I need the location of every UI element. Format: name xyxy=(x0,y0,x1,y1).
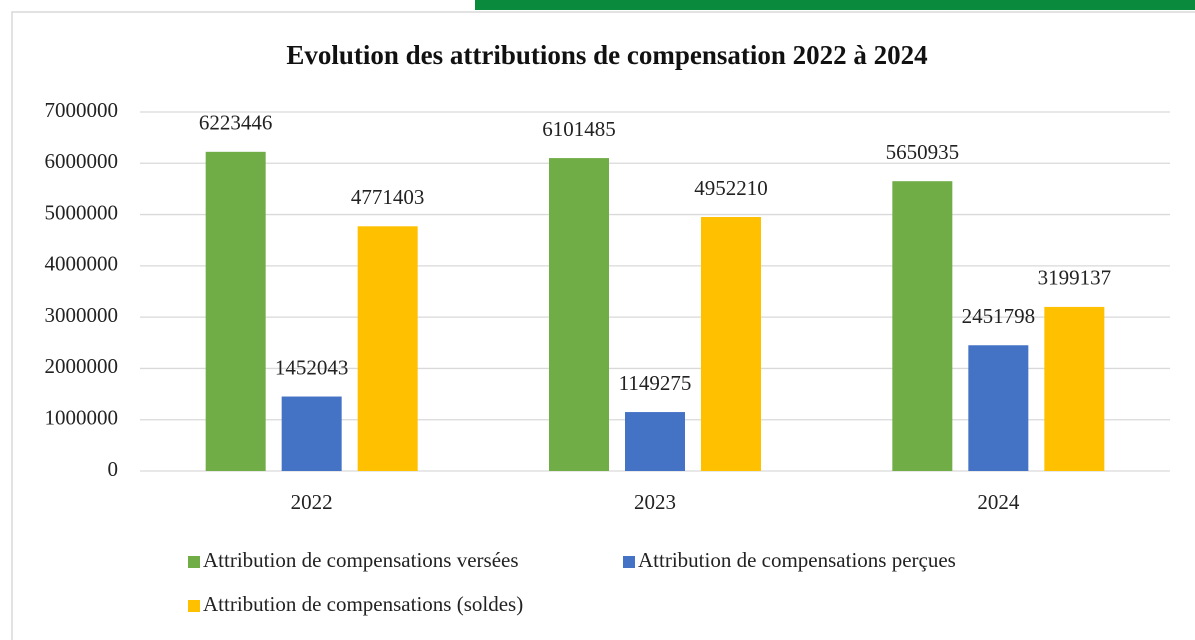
legend-label: Attribution de compensations (soldes) xyxy=(203,592,523,616)
bar xyxy=(549,158,609,471)
y-tick-label: 7000000 xyxy=(45,98,119,122)
legend-label: Attribution de compensations perçues xyxy=(638,548,956,572)
bar xyxy=(1044,306,1105,471)
value-label: 4771403 xyxy=(351,185,425,209)
value-label: 4952210 xyxy=(694,176,768,200)
legend-swatch xyxy=(188,556,200,568)
bar xyxy=(701,217,761,471)
header-bar xyxy=(475,0,1195,10)
bar xyxy=(892,181,953,472)
y-tick-label: 2000000 xyxy=(45,354,119,378)
legend-swatch xyxy=(188,600,200,612)
y-tick-label: 3000000 xyxy=(45,303,119,327)
value-label: 1452043 xyxy=(275,355,349,379)
value-label: 3199137 xyxy=(1038,266,1112,290)
bar xyxy=(281,396,342,471)
bar xyxy=(357,226,418,471)
x-tick-label: 2022 xyxy=(291,490,333,514)
chart-title: Evolution des attributions de compensati… xyxy=(286,40,927,70)
x-tick-label: 2024 xyxy=(977,490,1020,514)
value-label: 6101485 xyxy=(542,117,616,141)
bar xyxy=(625,412,685,471)
y-tick-label: 1000000 xyxy=(45,406,119,430)
bar xyxy=(968,345,1029,471)
value-label: 2451798 xyxy=(962,304,1036,328)
y-tick-label: 5000000 xyxy=(45,200,119,224)
value-label: 6223446 xyxy=(199,111,273,135)
legend-label: Attribution de compensations versées xyxy=(203,548,519,572)
value-label: 1149275 xyxy=(619,371,692,395)
y-tick-label: 0 xyxy=(108,457,119,481)
y-tick-label: 4000000 xyxy=(45,252,119,276)
legend-swatch xyxy=(623,556,635,568)
x-tick-label: 2023 xyxy=(634,490,676,514)
y-tick-label: 6000000 xyxy=(45,149,119,173)
value-label: 5650935 xyxy=(886,140,960,164)
bar xyxy=(205,151,266,472)
chart-frame xyxy=(11,11,1195,640)
